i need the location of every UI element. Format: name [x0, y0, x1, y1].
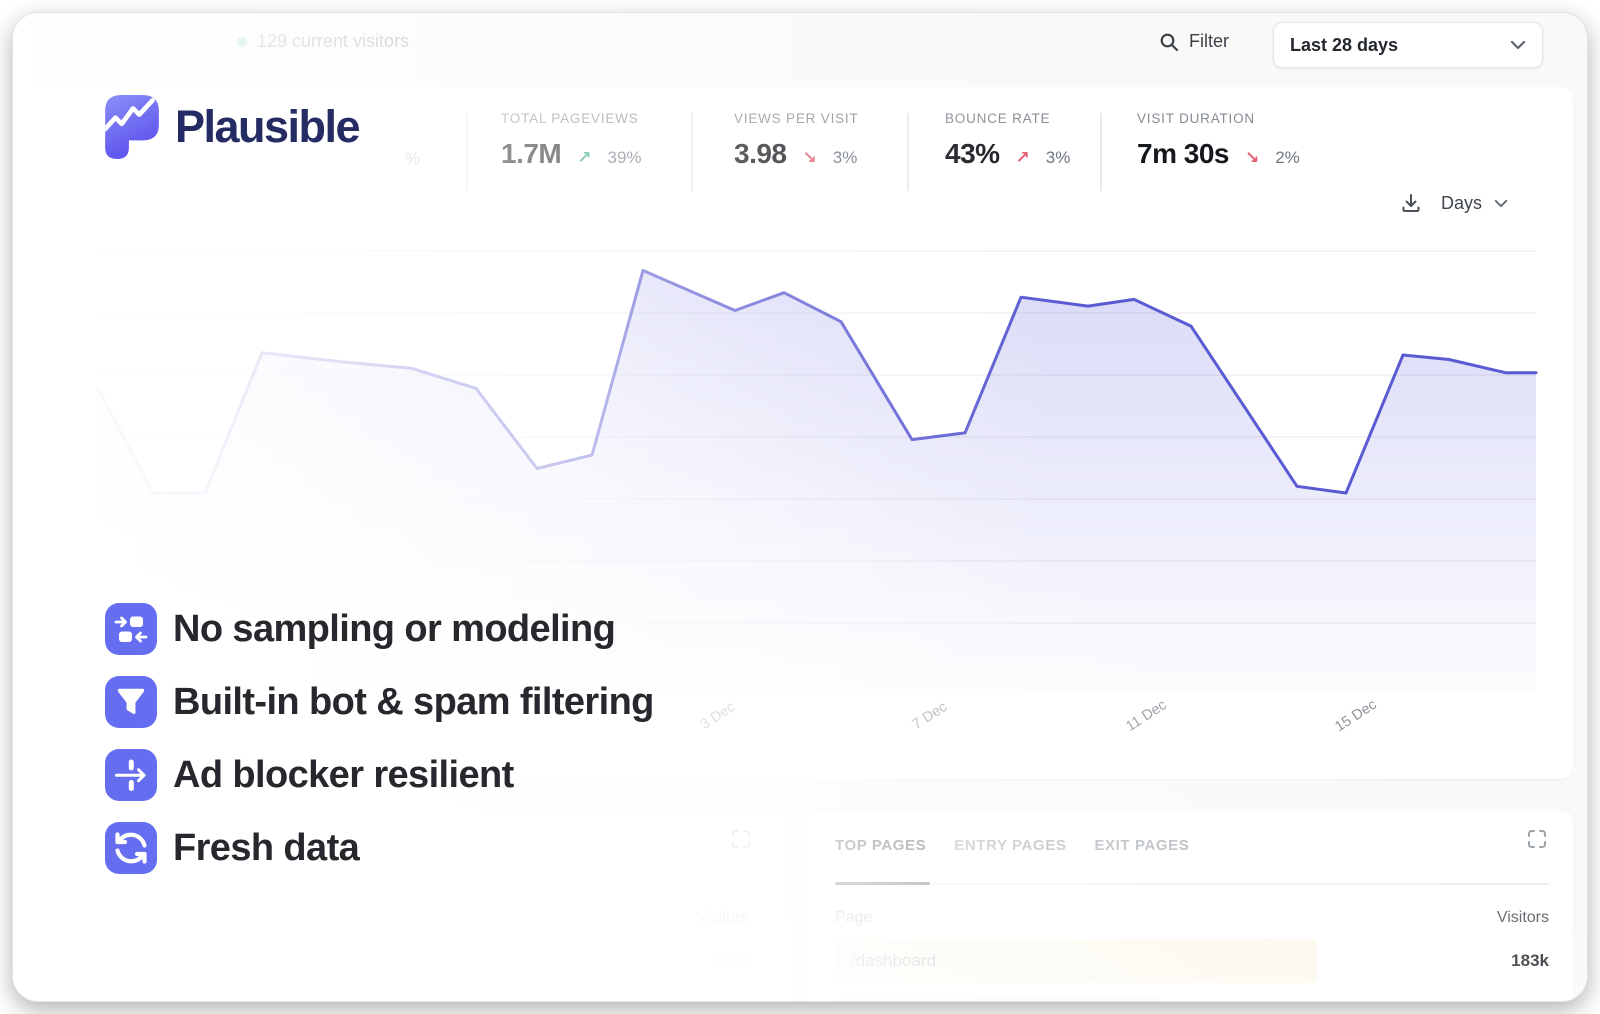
filter-button[interactable]: Filter — [1159, 31, 1229, 52]
stat-bounce-rate[interactable]: BOUNCE RATE 43% ↗ 3% — [945, 111, 1145, 170]
interval-value: Days — [1441, 192, 1483, 213]
ad-blocker-icon — [105, 749, 157, 801]
active-tab-underline — [835, 882, 930, 885]
trend-up-icon: ↗ — [1015, 148, 1030, 167]
row-highlight-bar — [835, 997, 1157, 1001]
stat-value: 7m 30s — [1137, 138, 1229, 169]
feature-label: No sampling or modeling — [173, 607, 616, 650]
faded-percent-remnant: % — [405, 149, 421, 168]
tab-top-pages[interactable]: TOP PAGES — [835, 837, 927, 854]
feature-item: Fresh data — [105, 822, 654, 874]
search-icon — [1159, 32, 1179, 52]
chevron-down-icon — [1494, 199, 1508, 208]
stat-label: VISIT DURATION — [1137, 111, 1255, 126]
stat-value: 43% — [945, 138, 1000, 169]
feature-list: No sampling or modeling Built-in bot & s… — [105, 603, 654, 874]
trend-up-icon: ↗ — [577, 148, 592, 167]
tab-exit-pages[interactable]: EXIT PAGES — [1094, 837, 1190, 854]
feature-label: Built-in bot & spam filtering — [173, 680, 654, 723]
current-visitors-label: 129 current visitors — [257, 31, 410, 51]
date-range-value: Last 28 days — [1290, 34, 1399, 55]
stat-separator — [466, 113, 468, 191]
feature-label: Fresh data — [173, 826, 360, 869]
plausible-logo: Plausible — [105, 95, 361, 159]
page-name: /dashboard — [851, 951, 937, 970]
visitors-value: 227k — [712, 951, 749, 970]
interval-dropdown[interactable]: Days — [1441, 193, 1508, 214]
feature-label: Ad blocker resilient — [173, 753, 514, 796]
dashboard-card: 129 current visitors Filter Last 28 days — [12, 12, 1588, 1002]
stat-label: TOTAL PAGEVIEWS — [501, 111, 639, 126]
refresh-icon — [105, 822, 157, 874]
stat-value: 1.7M — [501, 138, 562, 169]
visitors-column-header: Visitors — [696, 909, 749, 926]
stat-views-per-visit[interactable]: VIEWS PER VISIT 3.98 ↘ 3% — [734, 111, 934, 170]
brand-wordmark: Plausible — [175, 101, 361, 152]
current-visitors[interactable]: 129 current visitors — [237, 31, 409, 52]
tab-entry-pages[interactable]: ENTRY PAGES — [954, 837, 1067, 854]
table-row[interactable]: /dashboard 183k — [835, 939, 1549, 983]
pages-panel: TOP PAGES ENTRY PAGES EXIT PAGES Page Vi… — [807, 811, 1573, 1001]
stat-label: VIEWS PER VISIT — [734, 111, 859, 126]
sampling-icon — [105, 603, 157, 655]
table-row-partial[interactable] — [835, 997, 1549, 1001]
stat-value: 3.98 — [734, 138, 787, 169]
date-range-select[interactable]: Last 28 days — [1273, 22, 1543, 68]
stat-visit-duration[interactable]: VISIT DURATION 7m 30s ↘ 2% — [1137, 111, 1337, 170]
stat-delta: 39% — [607, 148, 642, 167]
page-column-header: Page — [835, 909, 873, 926]
tabs-divider — [835, 883, 1549, 885]
stat-label: BOUNCE RATE — [945, 111, 1051, 126]
page-visitors: 183k — [1511, 951, 1549, 970]
feature-item: Ad blocker resilient — [105, 749, 654, 801]
table-header: Page Visitors — [835, 909, 1549, 927]
filter-funnel-icon — [105, 676, 157, 728]
stat-total-pageviews[interactable]: TOTAL PAGEVIEWS 1.7M ↗ 39% — [501, 111, 701, 170]
download-button[interactable] — [1399, 191, 1423, 215]
pages-tabs: TOP PAGES ENTRY PAGES EXIT PAGES — [835, 837, 1189, 854]
live-dot-icon — [237, 36, 247, 47]
plausible-logo-icon — [105, 95, 159, 159]
expand-icon[interactable] — [731, 829, 751, 849]
feature-item: Built-in bot & spam filtering — [105, 676, 654, 728]
feature-item: No sampling or modeling — [105, 603, 654, 655]
trend-down-icon: ↘ — [802, 148, 817, 167]
stat-delta: 2% — [1275, 148, 1300, 167]
stat-delta: 3% — [1045, 148, 1071, 167]
stat-delta: 3% — [832, 148, 858, 167]
filter-label: Filter — [1189, 31, 1229, 51]
expand-icon[interactable] — [1527, 829, 1547, 849]
trend-down-icon: ↘ — [1244, 148, 1260, 167]
chevron-down-icon — [1510, 40, 1526, 50]
visitors-column-header: Visitors — [1496, 909, 1549, 926]
